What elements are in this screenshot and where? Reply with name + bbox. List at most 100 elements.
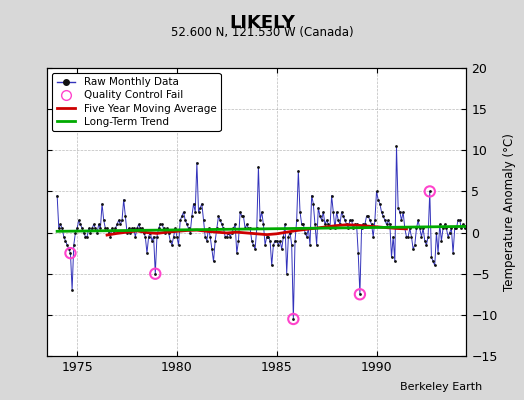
Point — [321, 221, 329, 228]
Point — [281, 221, 289, 228]
Point — [64, 246, 73, 252]
Point — [341, 217, 349, 224]
Point — [118, 217, 126, 224]
Point — [319, 209, 328, 215]
Point — [104, 229, 113, 236]
Point — [73, 225, 81, 232]
Point — [397, 217, 406, 224]
Point — [113, 221, 121, 228]
Point — [439, 225, 447, 232]
Point — [339, 213, 347, 219]
Point — [231, 221, 239, 228]
Point — [346, 217, 354, 224]
Point — [103, 225, 111, 232]
Point — [419, 225, 427, 232]
Point — [84, 225, 93, 232]
Point — [139, 229, 148, 236]
Point — [314, 205, 322, 211]
Point — [163, 225, 171, 232]
Point — [302, 234, 311, 240]
Point — [179, 209, 188, 215]
Point — [421, 238, 429, 244]
Point — [223, 234, 231, 240]
Point — [116, 221, 125, 228]
Point — [213, 225, 221, 232]
Point — [161, 229, 169, 236]
Point — [173, 234, 181, 240]
Point — [269, 242, 278, 248]
Point — [412, 225, 421, 232]
Point — [416, 225, 424, 232]
Point — [209, 258, 217, 264]
Point — [226, 234, 234, 240]
Point — [441, 221, 449, 228]
Point — [274, 242, 282, 248]
Point — [81, 234, 90, 240]
Point — [399, 209, 407, 215]
Point — [455, 217, 464, 224]
Point — [253, 225, 261, 232]
Point — [445, 229, 454, 236]
Point — [74, 217, 83, 224]
Point — [246, 225, 254, 232]
Point — [227, 229, 236, 236]
Point — [110, 229, 118, 236]
Point — [88, 225, 96, 232]
Point — [284, 234, 292, 240]
Point — [268, 262, 276, 269]
Point — [434, 250, 442, 256]
Point — [384, 217, 392, 224]
Point — [171, 225, 179, 232]
Point — [392, 143, 401, 149]
Point — [424, 234, 432, 240]
Point — [369, 234, 377, 240]
Point — [298, 221, 306, 228]
Point — [444, 234, 452, 240]
Point — [304, 225, 312, 232]
Point — [214, 213, 223, 219]
Point — [66, 250, 74, 256]
Point — [336, 221, 344, 228]
Point — [123, 229, 131, 236]
Point — [149, 234, 158, 240]
Point — [136, 225, 145, 232]
Point — [401, 225, 409, 232]
Point — [435, 221, 444, 228]
Point — [258, 209, 266, 215]
Point — [77, 221, 85, 228]
Point — [53, 192, 61, 199]
Point — [176, 217, 184, 224]
Point — [454, 217, 462, 224]
Point — [383, 221, 391, 228]
Point — [431, 262, 439, 269]
Point — [432, 229, 441, 236]
Point — [394, 205, 402, 211]
Point — [286, 229, 294, 236]
Point — [309, 200, 318, 207]
Point — [156, 221, 165, 228]
Point — [203, 238, 211, 244]
Point — [80, 229, 88, 236]
Point — [366, 217, 374, 224]
Point — [264, 234, 272, 240]
Point — [387, 254, 396, 260]
Point — [282, 270, 291, 277]
Point — [151, 270, 159, 277]
Point — [247, 238, 256, 244]
Point — [391, 258, 399, 264]
Point — [308, 192, 316, 199]
Point — [145, 234, 153, 240]
Point — [296, 209, 304, 215]
Point — [289, 316, 298, 322]
Text: LIKELY: LIKELY — [229, 14, 295, 32]
Point — [342, 221, 351, 228]
Point — [224, 229, 233, 236]
Point — [193, 160, 201, 166]
Point — [198, 200, 206, 207]
Point — [261, 242, 269, 248]
Point — [318, 217, 326, 224]
Point — [409, 246, 417, 252]
Point — [329, 209, 337, 215]
Point — [166, 238, 174, 244]
Point — [414, 217, 422, 224]
